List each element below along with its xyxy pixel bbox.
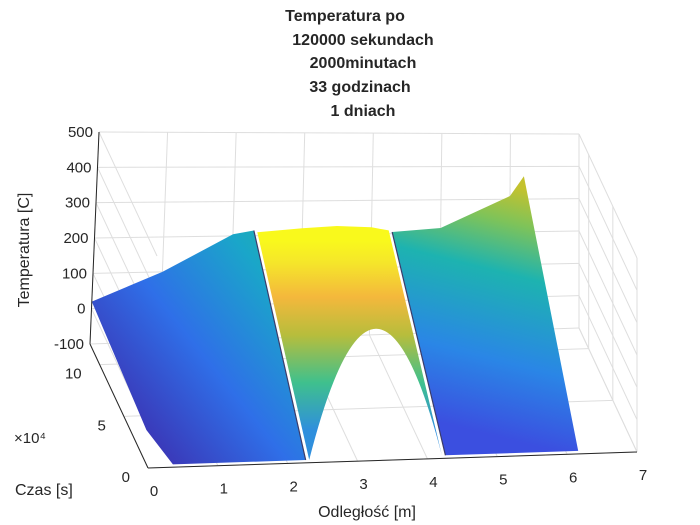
x-tick-label: 7 — [639, 467, 647, 484]
x-axis-line — [147, 451, 638, 469]
z-tick-label: 300 — [65, 195, 90, 212]
grid-line — [97, 165, 580, 168]
grid-line — [578, 166, 638, 291]
x-tick-label: 0 — [150, 483, 158, 500]
grid-line — [578, 327, 638, 453]
z-tick-label: -100 — [54, 336, 84, 353]
y-tick-label: 10 — [65, 366, 82, 383]
grid-line — [97, 167, 156, 292]
z-tick-label: 500 — [68, 124, 93, 141]
grid-line — [95, 198, 580, 204]
tick-labels: 0 1 2 3 4 5 6 7 0 5 10 -100 0 100 200 300 400 500 — [54, 124, 647, 500]
z-tick-label: 100 — [62, 265, 87, 282]
z-tick-label: 400 — [66, 159, 91, 176]
grid-line — [578, 263, 638, 388]
z-tick-label: 200 — [63, 230, 88, 247]
x-tick-label: 5 — [499, 472, 507, 489]
y-axis-label: Czas [s] — [15, 482, 73, 499]
axes — [89, 131, 638, 469]
y-axis-line — [89, 343, 149, 469]
x-tick-label: 2 — [290, 478, 298, 495]
surface-left-panel — [91, 230, 306, 465]
title-line-4: 33 godzinach — [309, 79, 410, 96]
title-line-5: 1 dniach — [331, 103, 396, 120]
x-tick-label: 4 — [429, 474, 437, 491]
grid-line — [98, 131, 580, 135]
y-tick-label: 5 — [97, 417, 105, 434]
material-boundary-seam — [253, 230, 307, 461]
material-boundary-seam — [391, 231, 447, 456]
x-tick-label: 1 — [220, 481, 228, 498]
grid-line — [578, 230, 638, 356]
y-tick-label: 0 — [122, 469, 130, 486]
x-tick-label: 6 — [569, 469, 577, 486]
grid-line — [578, 198, 638, 323]
x-tick-label: 3 — [359, 476, 367, 493]
surface-middle-arch — [257, 226, 442, 460]
temperature-surface — [91, 176, 579, 465]
grid-line — [578, 133, 638, 259]
y-axis-multiplier: ×10⁴ — [14, 430, 46, 447]
z-axis-line — [89, 131, 100, 345]
title-line-3: 2000minutach — [310, 55, 417, 72]
x-axis-label: Odległość [m] — [318, 504, 416, 521]
z-tick-label: 0 — [77, 301, 85, 318]
z-axis-label: Temperatura [C] — [16, 193, 33, 308]
grid-line — [98, 131, 158, 257]
grid-line — [368, 334, 428, 460]
title-line-2: 120000 sekundach — [292, 32, 433, 49]
chart-title: Temperatura po 120000 sekundach 2000minu… — [285, 8, 434, 120]
surface-right-panel — [392, 176, 579, 456]
title-line-1: Temperatura po — [285, 8, 405, 25]
